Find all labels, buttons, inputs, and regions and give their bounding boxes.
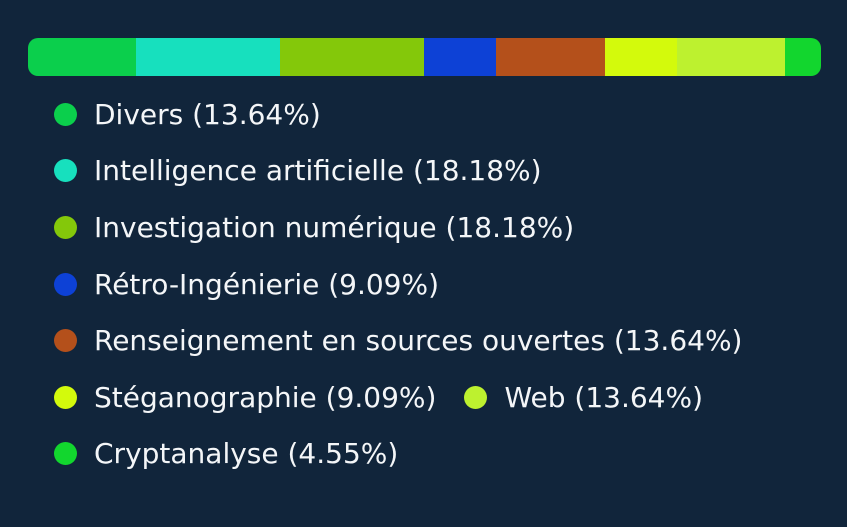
legend-swatch-icon xyxy=(54,442,77,466)
bar-segment-6 xyxy=(604,38,677,76)
legend-item: Renseignement en sources ouvertes (13.64… xyxy=(54,312,742,369)
legend-item: Investigation numérique (18.18%) xyxy=(54,199,574,256)
legend-label: Intelligence artificielle (18.18%) xyxy=(94,154,542,188)
stacked-percentage-bar xyxy=(28,38,821,76)
legend-swatch-icon xyxy=(54,159,77,183)
legend-label: Web (13.64%) xyxy=(504,380,704,414)
legend-label: Rétro-Ingénierie (9.09%) xyxy=(94,267,440,301)
legend-swatch-icon xyxy=(464,385,488,409)
bar-segment-3 xyxy=(280,38,425,76)
chart-legend: Divers (13.64%) Intelligence artificielle… xyxy=(54,86,834,482)
legend-item: Web (13.64%) xyxy=(464,369,703,426)
bar-segment-4 xyxy=(424,38,497,76)
legend-item: Rétro-Ingénierie (9.09%) xyxy=(54,256,439,313)
legend-item: Intelligence artificielle (18.18%) xyxy=(54,143,542,200)
bar-segment-7 xyxy=(676,38,785,76)
legend-swatch-icon xyxy=(54,385,77,409)
legend-item: Divers (13.64%) xyxy=(54,86,321,143)
legend-label: Cryptanalyse (4.55%) xyxy=(94,437,399,471)
legend-label: Divers (13.64%) xyxy=(94,97,321,131)
legend-swatch-icon xyxy=(54,329,77,353)
legend-label: Investigation numérique (18.18%) xyxy=(94,210,575,244)
legend-swatch-icon xyxy=(54,102,77,126)
legend-item: Cryptanalyse (4.55%) xyxy=(54,426,398,483)
legend-swatch-icon xyxy=(54,272,77,296)
bar-segment-5 xyxy=(496,38,605,76)
bar-segment-1 xyxy=(28,38,137,76)
bar-segment-2 xyxy=(136,38,281,76)
legend-label: Stéganographie (9.09%) xyxy=(94,380,437,414)
legend-swatch-icon xyxy=(54,215,77,239)
legend-label: Renseignement en sources ouvertes (13.64… xyxy=(94,324,743,358)
bar-segment-8 xyxy=(784,38,821,76)
legend-item: Stéganographie (9.09%) xyxy=(54,369,436,426)
